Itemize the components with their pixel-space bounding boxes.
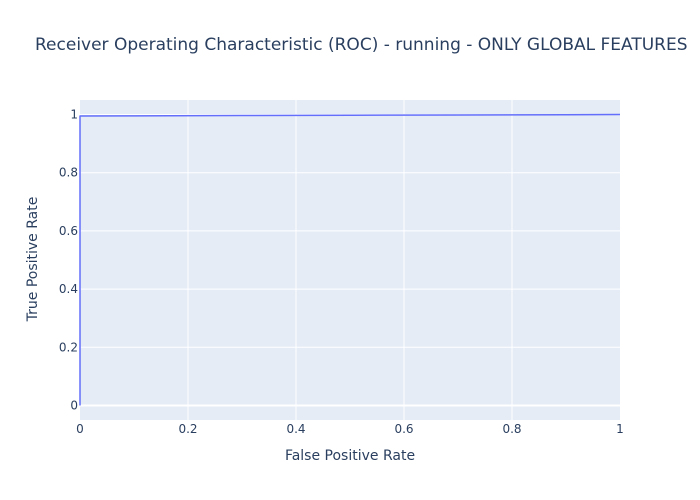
x-tick-label: 0.2 — [178, 422, 197, 436]
y-tick-label: 0.4 — [59, 282, 78, 296]
x-tick-label: 0 — [76, 422, 84, 436]
x-axis-ticks: 0 0.2 0.4 0.6 0.8 1 — [76, 422, 624, 436]
series-layer — [79, 113, 621, 406]
y-tick-label: 0 — [70, 398, 78, 412]
y-tick-label: 0.8 — [59, 166, 78, 180]
y-axis-ticks: 0 0.2 0.4 0.6 0.8 1 — [59, 108, 78, 413]
grid-vertical — [187, 100, 513, 420]
x-tick-label: 0.4 — [286, 422, 305, 436]
y-axis-title: True Positive Rate — [25, 197, 41, 323]
roc-curve-line — [79, 113, 621, 406]
x-tick-label: 1 — [616, 422, 624, 436]
plot-area — [80, 100, 620, 420]
chart-title: Receiver Operating Characteristic (ROC) … — [35, 35, 688, 55]
y-tick-label: 1 — [70, 108, 78, 122]
y-tick-label: 0.2 — [59, 340, 78, 354]
y-tick-label: 0.6 — [59, 224, 78, 238]
x-tick-label: 0.8 — [502, 422, 521, 436]
x-tick-label: 0.6 — [394, 422, 413, 436]
x-axis-title: False Positive Rate — [285, 448, 415, 464]
